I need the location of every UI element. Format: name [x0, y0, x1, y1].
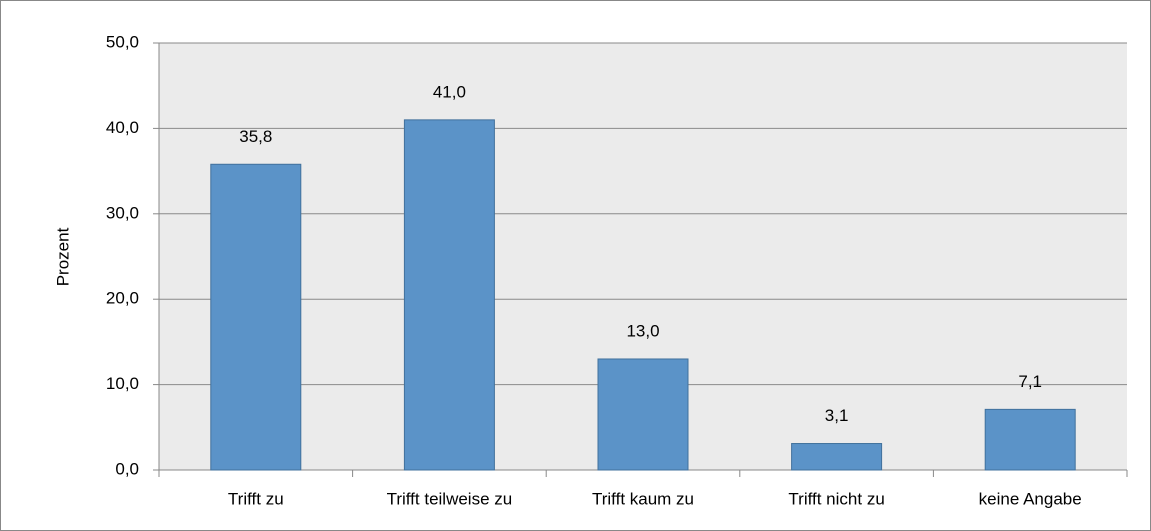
x-tick-label: keine Angabe — [979, 489, 1082, 508]
data-label: 13,0 — [626, 321, 659, 340]
x-tick-label: Trifft kaum zu — [592, 489, 694, 508]
bar — [403, 119, 495, 471]
y-tick-label: 20,0 — [106, 289, 139, 308]
data-label: 41,0 — [433, 82, 466, 101]
y-tick-label: 50,0 — [106, 32, 139, 51]
y-tick-label: 10,0 — [106, 374, 139, 393]
bar — [984, 408, 1076, 471]
data-label: 3,1 — [825, 406, 849, 425]
data-label: 35,8 — [239, 127, 272, 146]
y-tick-label: 30,0 — [106, 203, 139, 222]
bar — [597, 358, 689, 471]
data-label: 7,1 — [1018, 372, 1042, 391]
y-tick-label: 40,0 — [106, 118, 139, 137]
y-axis-title: Prozent — [53, 227, 72, 286]
bar — [210, 163, 302, 471]
x-tick-label: Trifft teilweise zu — [387, 489, 513, 508]
bar — [791, 443, 883, 471]
x-tick-label: Trifft zu — [228, 489, 284, 508]
y-tick-label: 0,0 — [115, 459, 139, 478]
x-tick-label: Trifft nicht zu — [788, 489, 884, 508]
